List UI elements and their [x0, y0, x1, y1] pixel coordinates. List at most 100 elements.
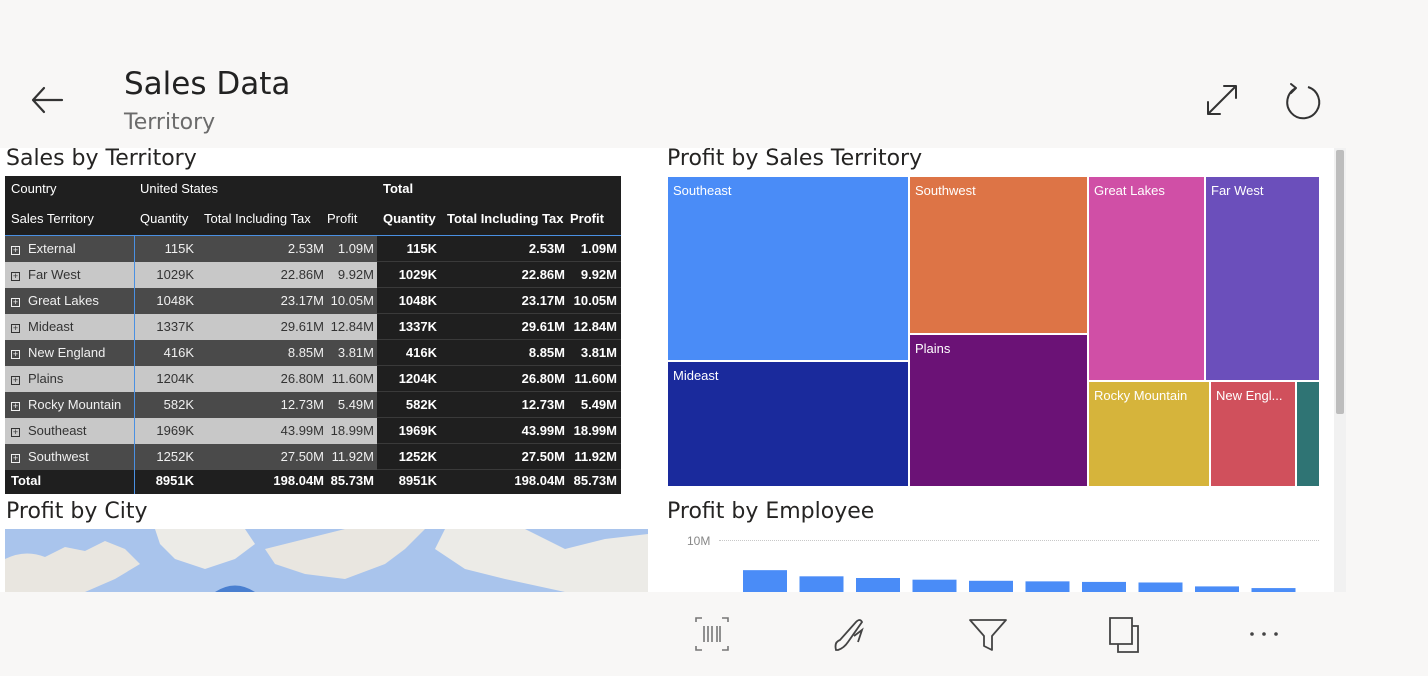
row-value-p: 11.60M: [331, 371, 374, 386]
expand-row-icon[interactable]: +: [11, 323, 20, 333]
treemap-tile-label: Rocky Mountain: [1094, 388, 1188, 403]
row-separator: [377, 365, 621, 366]
employee-bar[interactable]: [1082, 581, 1126, 592]
table-row[interactable]: + Far West 1029K 22.86M 9.92M 1029K 22.86M 9.92…: [5, 262, 621, 288]
treemap-tile[interactable]: Great Lakes: [1088, 176, 1205, 381]
territory-label: Southeast: [28, 423, 87, 438]
grand-total-profit: 85.73M: [573, 473, 617, 488]
row-background: [5, 314, 377, 340]
treemap-tile[interactable]: New Engl...: [1210, 381, 1296, 487]
refresh-icon[interactable]: [1282, 80, 1326, 124]
expand-row-icon[interactable]: +: [11, 453, 20, 463]
barcode-scan-icon[interactable]: [690, 612, 734, 656]
row-value-t: 2.53M: [287, 241, 324, 256]
row-value-t: 22.86M: [280, 267, 324, 282]
expand-row-icon[interactable]: +: [11, 349, 20, 359]
employee-bar[interactable]: [1138, 582, 1183, 592]
treemap-tile-label: Mideast: [673, 368, 719, 383]
sales-matrix[interactable]: Country United States Total Sales Territ…: [5, 176, 621, 494]
row-value-tp: 9.92M: [580, 267, 617, 282]
treemap-tile[interactable]: Plains: [909, 334, 1088, 487]
employee-bar[interactable]: [856, 578, 900, 592]
employee-bar[interactable]: [1025, 581, 1070, 592]
total-quantity: 8951K: [155, 473, 194, 488]
expand-row-icon[interactable]: +: [11, 271, 20, 281]
expand-row-icon[interactable]: +: [11, 245, 20, 255]
row-value-q: 1337K: [156, 319, 194, 334]
employee-bar[interactable]: [1195, 586, 1239, 592]
more-options-icon[interactable]: [1242, 612, 1286, 656]
expand-row-icon[interactable]: +: [11, 401, 20, 411]
row-territory: + Southwest: [5, 444, 134, 470]
row-value-tq: 1029K: [398, 267, 437, 282]
employee-bar[interactable]: [912, 579, 957, 592]
row-separator: [377, 443, 621, 444]
row-background: [5, 236, 377, 262]
row-value-tq: 1337K: [398, 319, 437, 334]
row-value-tt: 8.85M: [528, 345, 565, 360]
page-title: Sales Data: [124, 66, 291, 102]
employee-bar[interactable]: [969, 580, 1013, 592]
grand-total-quantity: 8951K: [398, 473, 437, 488]
row-value-tp: 1.09M: [580, 241, 617, 256]
expand-icon[interactable]: [1202, 80, 1242, 120]
row-value-t: 12.73M: [280, 397, 324, 412]
grand-total-tit: 198.04M: [514, 473, 565, 488]
table-row[interactable]: + External 115K 2.53M 1.09M 115K 2.53M 1.09M: [5, 236, 621, 262]
row-value-tp: 11.60M: [574, 371, 617, 386]
row-background: [5, 366, 377, 392]
row-value-p: 11.92M: [331, 449, 374, 464]
row-separator: [377, 417, 621, 418]
row-separator: [377, 469, 621, 470]
expand-row-icon[interactable]: +: [11, 297, 20, 307]
row-value-tq: 1252K: [398, 449, 437, 464]
row-territory: + Great Lakes: [5, 288, 134, 314]
expand-row-icon[interactable]: +: [11, 427, 20, 437]
filter-icon[interactable]: [966, 612, 1010, 656]
pen-annotate-icon[interactable]: [828, 612, 872, 656]
row-value-tt: 12.73M: [521, 397, 565, 412]
table-row[interactable]: + New England 416K 8.85M 3.81M 416K 8.85M 3.81M: [5, 340, 621, 366]
row-territory: + Plains: [5, 366, 134, 392]
treemap-tile-label: Great Lakes: [1094, 183, 1165, 198]
territory-label: Southwest: [28, 449, 89, 464]
table-row[interactable]: + Mideast 1337K 29.61M 12.84M 1337K 29.61M 12.8…: [5, 314, 621, 340]
back-arrow-icon[interactable]: [28, 82, 68, 118]
table-row[interactable]: + Great Lakes 1048K 23.17M 10.05M 1048K 23.17M…: [5, 288, 621, 314]
table-row[interactable]: + Plains 1204K 26.80M 11.60M 1204K 26.80M 11.60…: [5, 366, 621, 392]
employee-bar[interactable]: [1251, 588, 1296, 592]
table-row[interactable]: + Southeast 1969K 43.99M 18.99M 1969K 43.99M 18…: [5, 418, 621, 444]
treemap-tile[interactable]: Rocky Mountain: [1088, 381, 1210, 487]
territory-label: Plains: [28, 371, 64, 386]
employee-bar[interactable]: [743, 570, 787, 592]
treemap-tile[interactable]: Southwest: [909, 176, 1088, 334]
profit-treemap[interactable]: Southeast Southwest Great Lakes Far West Mid…: [667, 176, 1320, 487]
table-row[interactable]: + Southwest 1252K 27.50M 11.92M 1252K 27.50M 11…: [5, 444, 621, 470]
employee-bar[interactable]: [799, 576, 844, 592]
total-tit: 198.04M: [273, 473, 324, 488]
table-row[interactable]: + Rocky Mountain 582K 12.73M 5.49M 582K 12.73M…: [5, 392, 621, 418]
row-value-tt: 26.80M: [521, 371, 565, 386]
treemap-tile[interactable]: Mideast: [667, 361, 909, 487]
profit-by-employee-chart[interactable]: 10M: [667, 530, 1327, 592]
total-profit: 85.73M: [330, 473, 374, 488]
map-title: Profit by City: [6, 499, 148, 524]
expand-row-icon[interactable]: +: [11, 375, 20, 385]
row-value-t: 29.61M: [280, 319, 324, 334]
row-value-q: 1252K: [156, 449, 194, 464]
treemap-tile[interactable]: Far West: [1205, 176, 1320, 381]
row-value-tt: 29.61M: [521, 319, 565, 334]
row-value-p: 3.81M: [337, 345, 374, 360]
row-separator: [377, 339, 621, 340]
treemap-tile[interactable]: Southeast: [667, 176, 909, 361]
row-background: [5, 418, 377, 444]
row-separator: [377, 287, 621, 288]
scrollbar-thumb[interactable]: [1336, 150, 1344, 414]
territory-label: External: [28, 241, 76, 256]
header-total-tit: Total Including Tax: [447, 211, 564, 226]
treemap-tile[interactable]: [1296, 381, 1320, 487]
profit-map[interactable]: [5, 529, 648, 592]
pages-icon[interactable]: [1104, 612, 1148, 656]
row-territory: + Mideast: [5, 314, 134, 340]
